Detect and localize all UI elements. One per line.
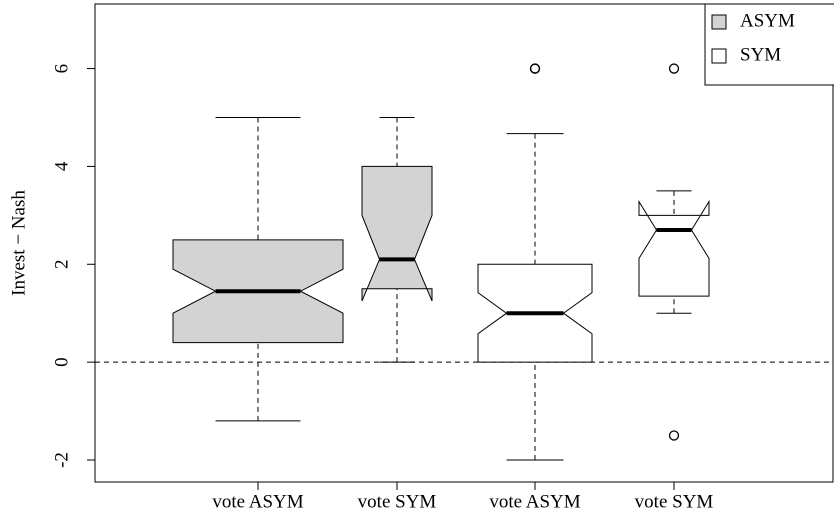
legend-label: ASYM [740,10,795,31]
y-tick-label: 2 [51,260,72,270]
box-body [361,165,433,302]
x-tick-label: vote SYM [635,491,714,512]
legend-swatch [711,14,727,30]
x-tick-label: vote ASYM [489,491,580,512]
y-axis-label: Invest − Nash [8,190,29,296]
y-tick-label: 4 [51,161,72,171]
y-tick-label: 0 [51,357,72,367]
legend-swatch [711,48,727,64]
plot-frame [94,3,834,483]
outlier [668,63,680,74]
y-tick-label: -2 [51,452,72,468]
y-tick-label: 6 [51,64,72,74]
outlier [529,63,541,74]
legend-label: SYM [740,44,781,65]
x-tick-label: vote SYM [358,491,437,512]
box-body [638,199,710,297]
x-tick-label: vote ASYM [212,491,303,512]
outlier [668,430,680,441]
